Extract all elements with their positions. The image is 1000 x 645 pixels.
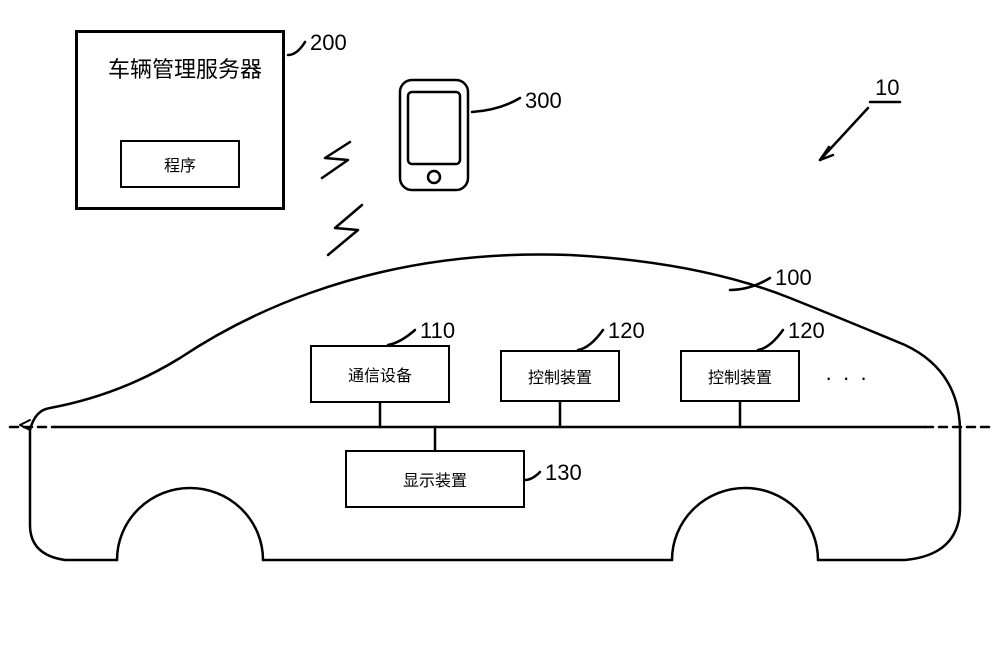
ellipsis: · · · — [825, 365, 869, 391]
control-device-b-label: 控制装置 — [708, 364, 772, 388]
program-box: 程序 — [120, 140, 240, 188]
control-device-b-box: 控制装置 — [680, 350, 800, 402]
control-b-ref: 120 — [788, 318, 825, 344]
server-title: 车辆管理服务器 — [108, 52, 262, 84]
display-device-label: 显示装置 — [403, 467, 467, 491]
comm-device-box: 通信设备 — [310, 345, 450, 403]
control-device-a-box: 控制装置 — [500, 350, 620, 402]
control-a-ref: 120 — [608, 318, 645, 344]
vehicle-ref: 100 — [775, 265, 812, 291]
comm-device-label: 通信设备 — [348, 362, 412, 386]
system-ref: 10 — [875, 75, 899, 101]
phone-ref: 300 — [525, 88, 562, 114]
display-ref: 130 — [545, 460, 582, 486]
program-label: 程序 — [164, 152, 196, 176]
display-device-box: 显示装置 — [345, 450, 525, 508]
control-device-a-label: 控制装置 — [528, 364, 592, 388]
server-ref: 200 — [310, 30, 347, 56]
comm-ref: 110 — [420, 318, 455, 344]
